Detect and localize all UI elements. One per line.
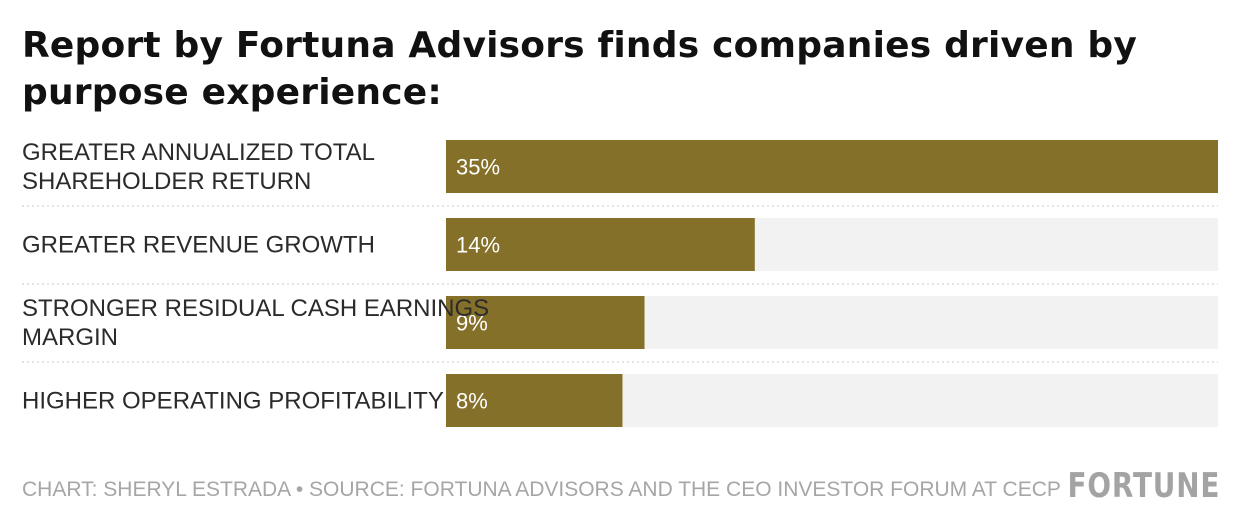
bar [446, 374, 623, 427]
category-label: STRONGER RESIDUAL CASH EARNINGS MARGIN [22, 295, 489, 351]
bar [446, 140, 1218, 193]
bar-value-label: 14% [456, 233, 500, 258]
category-label: GREATER ANNUALIZED TOTAL SHAREHOLDER RETU… [22, 139, 375, 195]
source-credit: CHART: SHERYL ESTRADA • SOURCE: FORTUNA … [22, 478, 1061, 501]
bar-value-label: 8% [456, 389, 488, 414]
bar-chart: 35% GREATER ANNUALIZED TOTAL SHAREHOLDER R… [22, 139, 1218, 427]
bar [446, 218, 755, 271]
bar [446, 296, 645, 349]
bar-value-label: 35% [456, 155, 500, 180]
fortune-logo: FORTUNE [1067, 466, 1220, 506]
chart-title: Report by Fortuna Advisors finds compani… [22, 25, 1138, 113]
category-label: GREATER REVENUE GROWTH [22, 232, 375, 259]
category-label: HIGHER OPERATING PROFITABILITY [22, 388, 444, 415]
bar-rows: 35% GREATER ANNUALIZED TOTAL SHAREHOLDER R… [22, 139, 1218, 427]
bar-value-label: 9% [456, 311, 488, 336]
